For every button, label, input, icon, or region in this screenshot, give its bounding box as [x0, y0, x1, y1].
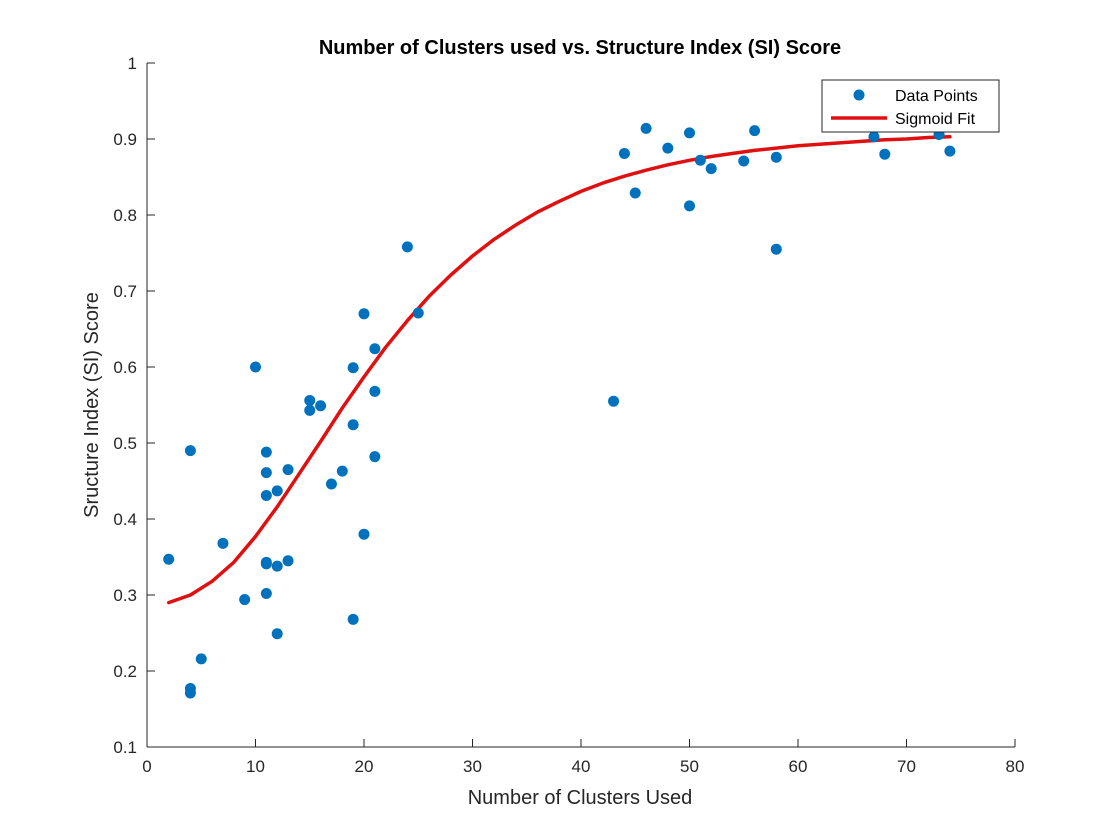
- data-point: [260, 467, 272, 479]
- legend-box: [821, 79, 1000, 133]
- data-point: [184, 687, 196, 699]
- data-points: [163, 122, 956, 699]
- data-point: [260, 558, 272, 570]
- data-point: [282, 555, 294, 567]
- data-point: [412, 307, 424, 319]
- data-point: [260, 446, 272, 458]
- data-point: [358, 308, 370, 320]
- axes: 0 10 20 30 40 50 60 70 80 0.10.20.30.40.50.60.70…: [113, 54, 1024, 776]
- data-point: [369, 343, 381, 355]
- x-tick-label: 20: [355, 757, 374, 776]
- x-tick-label: 40: [572, 757, 591, 776]
- data-point: [163, 553, 175, 565]
- data-point: [662, 142, 674, 154]
- x-axis-label: Number of Clusters Used: [468, 787, 693, 809]
- x-tick-label: 80: [1006, 757, 1025, 776]
- y-axis-label: Sructure Index (SI) Score: [81, 292, 103, 518]
- data-point: [684, 127, 695, 139]
- data-point: [770, 243, 782, 255]
- data-point: [944, 145, 956, 157]
- data-point: [304, 404, 316, 416]
- x-tick-label: 30: [463, 757, 482, 776]
- chart-title: Number of Clusters used vs. Structure In…: [319, 37, 841, 59]
- data-point: [239, 594, 251, 606]
- data-point: [369, 451, 381, 463]
- legend-marker-data-points: [853, 89, 865, 101]
- data-point: [282, 464, 294, 476]
- y-tick-label: 0.2: [113, 662, 137, 681]
- data-point: [304, 394, 316, 406]
- y-axis-ticks: 0.1 0.2 0.3 0.4 0.5 0.6 0.7 0.8 0.9 1: [113, 54, 155, 757]
- x-tick-label: 70: [897, 757, 916, 776]
- x-tick-label: 50: [680, 757, 699, 776]
- data-point: [618, 147, 630, 159]
- legend-label-sigmoid-fit: Sigmoid Fit: [895, 111, 976, 128]
- y-tick-label: 0.3: [113, 586, 137, 605]
- data-point: [271, 628, 283, 640]
- plot-area: [163, 122, 956, 699]
- data-point: [347, 613, 359, 625]
- data-point: [358, 528, 370, 540]
- data-point: [260, 489, 272, 501]
- data-point: [684, 200, 695, 212]
- y-tick-label: 1: [128, 54, 137, 73]
- data-point: [260, 587, 272, 599]
- legend: Data Points Sigmoid Fit: [821, 79, 1000, 133]
- data-point: [770, 151, 782, 163]
- y-tick-label: 0.4: [113, 510, 137, 529]
- data-point: [738, 155, 750, 167]
- y-tick-label: 0.5: [113, 434, 137, 453]
- data-point: [315, 400, 327, 412]
- data-point: [608, 395, 620, 407]
- data-point: [325, 478, 337, 490]
- y-tick-label: 0.6: [113, 358, 137, 377]
- data-point: [749, 125, 761, 137]
- data-point: [217, 537, 229, 549]
- y-tick-label: 0.1: [113, 738, 137, 757]
- x-tick-label: 10: [246, 757, 265, 776]
- data-point: [369, 385, 381, 397]
- data-point: [629, 187, 641, 199]
- data-point: [868, 131, 880, 143]
- y-tick-label: 0.9: [113, 130, 137, 149]
- legend-label-data-points: Data Points: [895, 88, 978, 105]
- x-axis-ticks: 0 10 20 30 40 50 60 70 80: [142, 739, 1024, 776]
- data-point: [195, 653, 207, 665]
- data-point: [250, 361, 261, 373]
- data-point: [271, 560, 283, 572]
- data-point: [347, 419, 359, 431]
- data-point: [705, 163, 717, 175]
- y-tick-label: 0.8: [113, 206, 137, 225]
- data-point: [347, 362, 359, 374]
- sigmoid-fit-line: [166, 134, 952, 605]
- x-tick-label: 60: [789, 757, 808, 776]
- data-point: [694, 154, 706, 166]
- data-point: [271, 485, 283, 497]
- data-point: [879, 148, 891, 160]
- data-point: [184, 445, 196, 457]
- x-tick-label: 0: [142, 757, 151, 776]
- data-point: [640, 122, 652, 134]
- data-point: [336, 465, 348, 477]
- data-point: [401, 241, 413, 253]
- y-tick-label: 0.7: [113, 282, 137, 301]
